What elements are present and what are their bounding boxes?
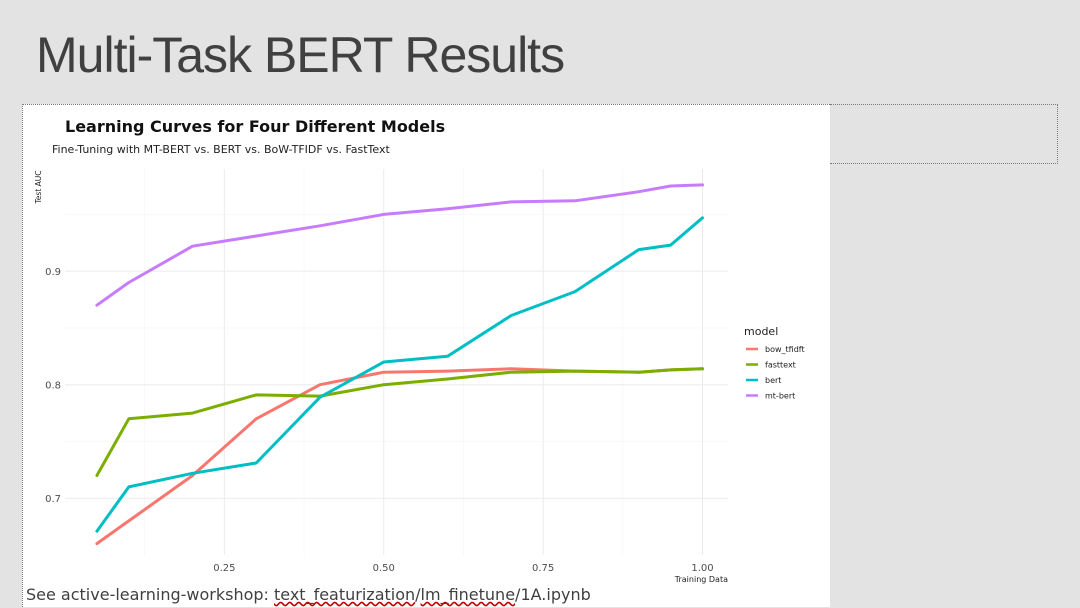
footnote-separator: / — [415, 585, 421, 604]
line-chart: Learning Curves for Four Different Model… — [34, 117, 805, 584]
legend-label-bert: bert — [765, 376, 781, 385]
legend: model bow_tfidft fasttext bert mt-bert — [744, 325, 805, 401]
chart-subtitle: Fine-Tuning with MT-BERT vs. BERT vs. Bo… — [52, 143, 390, 156]
y-tick-label: 0.8 — [45, 381, 61, 392]
series-line-fasttext — [95, 367, 704, 477]
footnote-link-text-featurization[interactable]: text_featurization — [274, 585, 416, 604]
legend-title: model — [744, 325, 778, 338]
footnote-link-notebook[interactable]: 1A.ipynb — [520, 585, 591, 604]
y-tick-label: 0.7 — [45, 494, 61, 505]
x-tick-label: 0.75 — [532, 563, 554, 574]
footnote-separator: / — [515, 585, 521, 604]
series-line-bert — [95, 216, 704, 533]
empty-placeholder-box — [830, 104, 1058, 164]
x-tick-label: 1.00 — [691, 563, 713, 574]
legend-label-mt-bert: mt-bert — [765, 392, 795, 401]
slide-title: Multi-Task BERT Results — [36, 27, 565, 83]
footnote-link-lm-finetune[interactable]: lm_finetune — [420, 585, 516, 604]
series-line-mt-bert — [95, 183, 704, 307]
x-tick-label: 0.25 — [213, 563, 235, 574]
x-axis-label: Training Data — [674, 575, 728, 584]
series-layer — [95, 183, 704, 546]
series-line-bow_tfidft — [95, 367, 704, 546]
footnote: See active-learning-workshop: text_featu… — [26, 585, 591, 604]
footnote-prefix: See active-learning-workshop: — [26, 585, 274, 604]
legend-label-fasttext: fasttext — [765, 361, 796, 370]
y-tick-label: 0.9 — [45, 267, 61, 278]
y-axis-label: Test AUC — [34, 170, 43, 204]
chart-title: Learning Curves for Four Different Model… — [65, 117, 445, 136]
x-tick-label: 0.50 — [373, 563, 395, 574]
legend-label-bow_tfidft: bow_tfidft — [765, 345, 805, 354]
tick-layer: 0.25 0.50 0.75 1.00 0.7 0.8 0.9 — [45, 267, 714, 574]
chart-panel: Learning Curves for Four Different Model… — [22, 104, 830, 607]
